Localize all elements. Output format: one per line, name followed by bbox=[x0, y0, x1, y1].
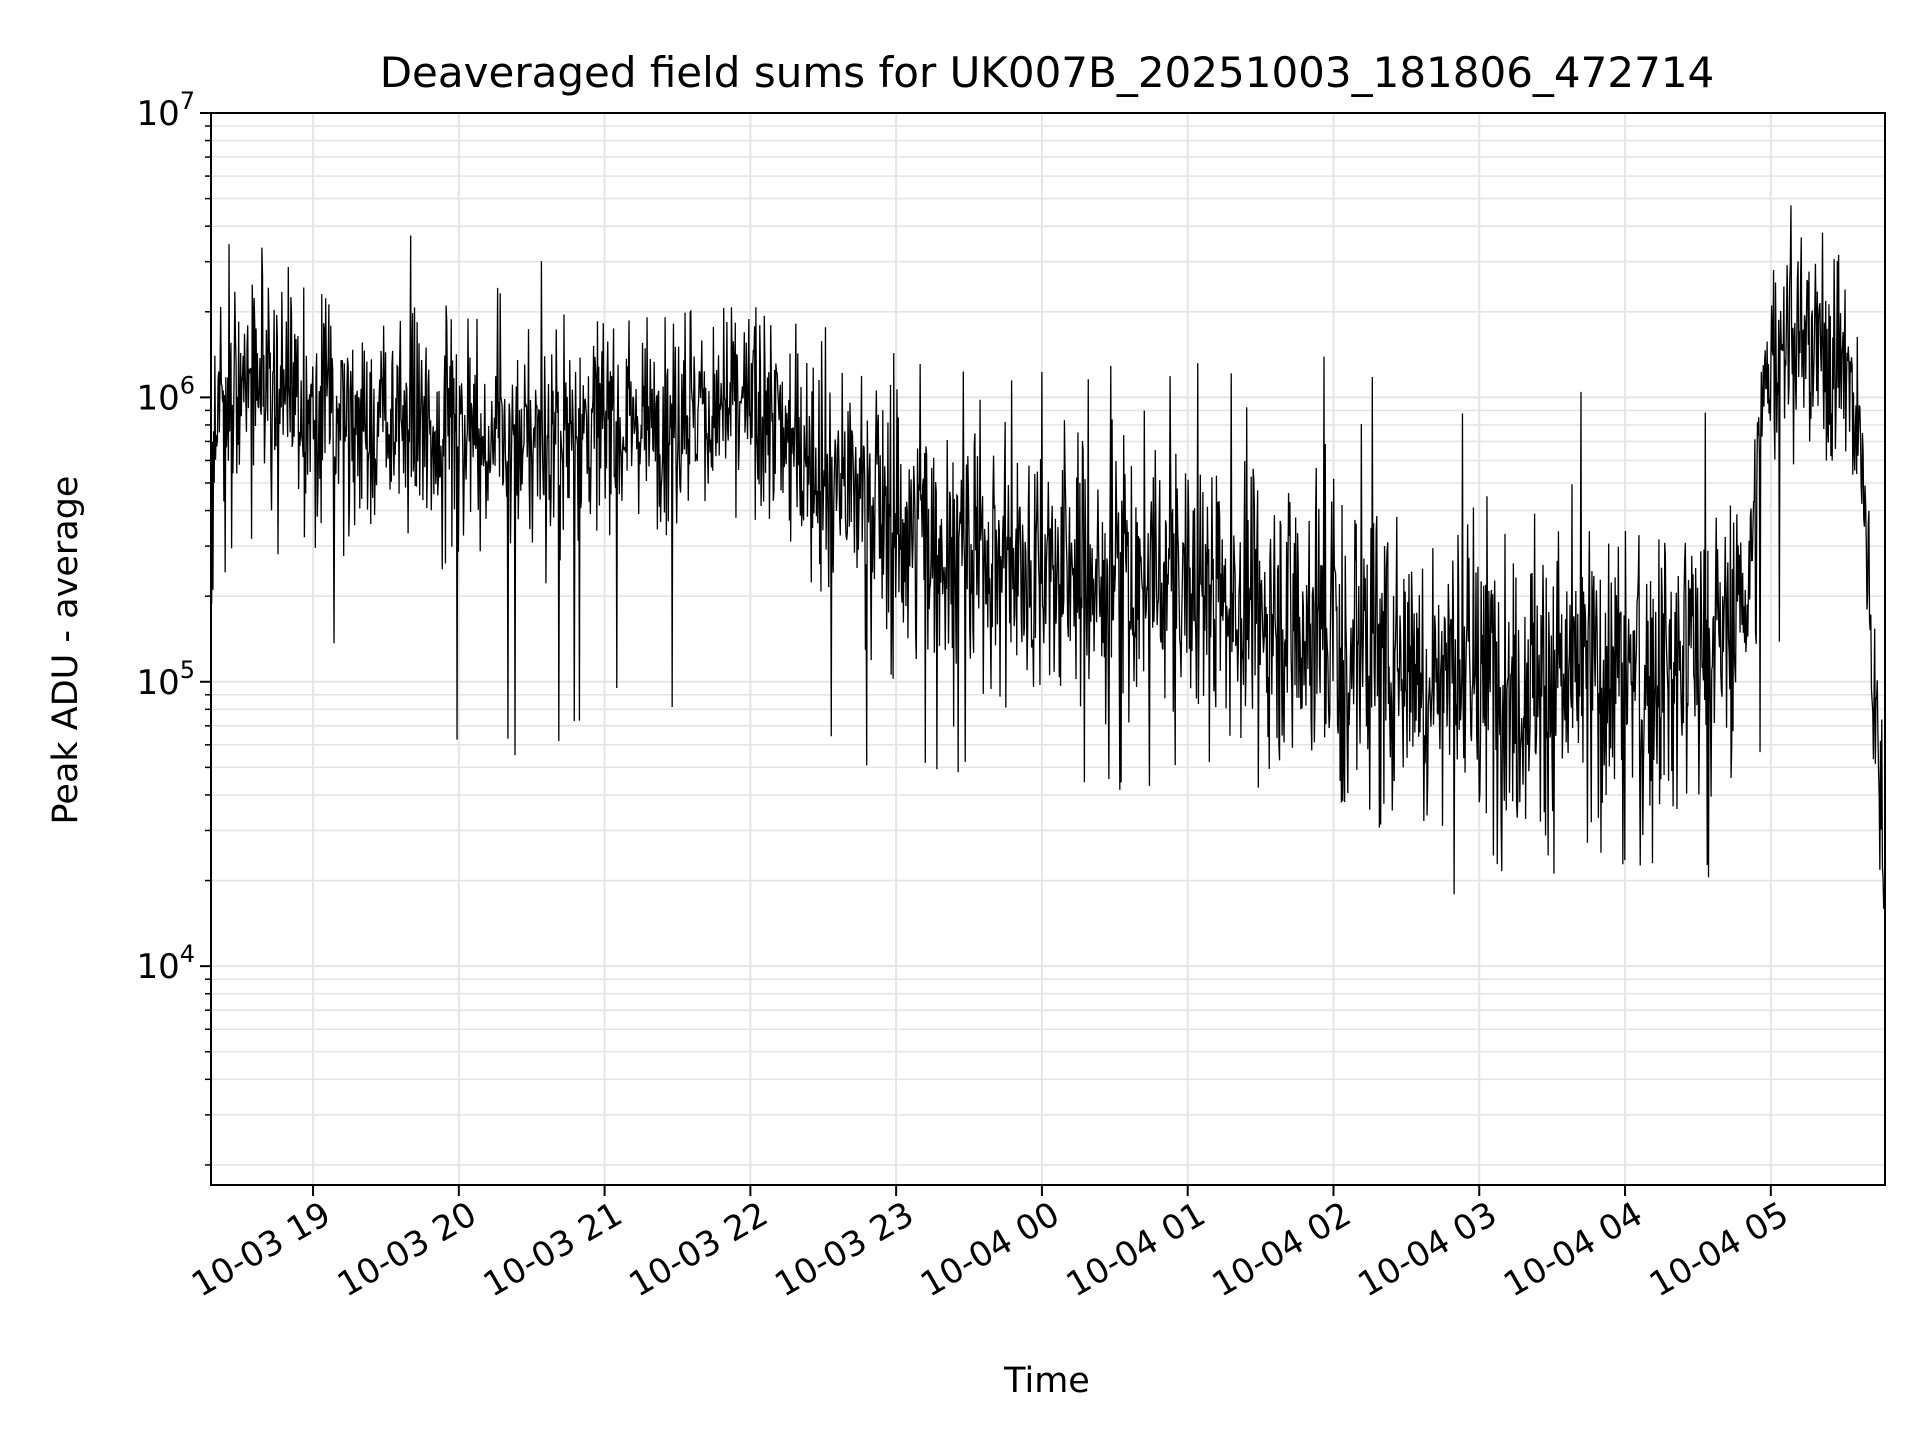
data-layer bbox=[210, 205, 1886, 909]
plot-frame bbox=[210, 112, 1886, 1186]
series-line bbox=[210, 205, 1886, 909]
y-tick-label: 105 bbox=[136, 656, 195, 703]
y-axis-ticks: 104 105 106 107 bbox=[136, 87, 211, 1166]
x-axis-label: Time bbox=[1003, 1361, 1090, 1401]
chart-title: Deaveraged field sums for UK007B_2025100… bbox=[380, 48, 1715, 97]
y-tick-label: 106 bbox=[136, 371, 195, 418]
y-tick-label: 107 bbox=[136, 87, 195, 134]
y-axis-label: Peak ADU - average bbox=[46, 476, 86, 825]
y-tick-label: 104 bbox=[136, 940, 195, 987]
